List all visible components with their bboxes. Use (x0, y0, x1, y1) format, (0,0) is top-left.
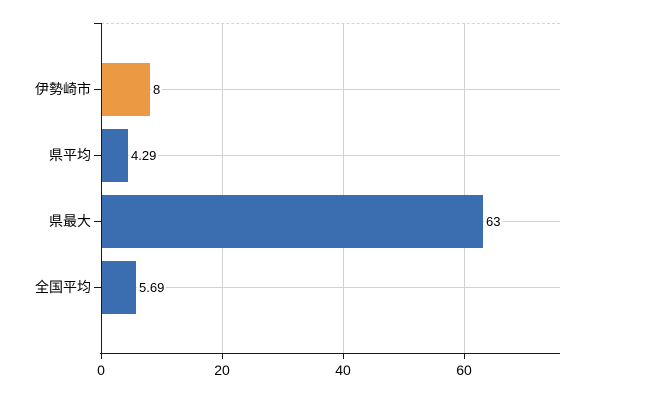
bar (102, 128, 128, 182)
bar-value-label: 8 (151, 82, 163, 97)
x-axis-tick-label: 40 (335, 362, 351, 378)
x-axis-line (100, 353, 560, 354)
category-label: 県最大 (49, 213, 91, 229)
category-label: 県平均 (49, 147, 91, 163)
bar (102, 260, 136, 314)
x-axis-tick (222, 353, 223, 359)
y-axis-tick (94, 287, 101, 288)
bar-value-label: 63 (484, 214, 503, 229)
bar-value-label: 5.69 (137, 280, 167, 295)
horizontal-gridline (101, 89, 560, 90)
bar (102, 62, 150, 116)
vertical-gridline (222, 23, 223, 353)
x-axis-tick (101, 353, 102, 359)
plot-top-border (101, 23, 560, 24)
category-label: 全国平均 (35, 279, 91, 295)
y-axis-line (101, 23, 102, 353)
vertical-gridline (464, 23, 465, 353)
x-axis-tick (343, 353, 344, 359)
x-axis-tick-label: 60 (456, 362, 472, 378)
x-axis-tick-label: 20 (214, 362, 230, 378)
y-axis-top-tick (94, 23, 101, 24)
x-axis-tick-label: 0 (97, 362, 105, 378)
horizontal-gridline (101, 155, 560, 156)
category-label: 伊勢崎市 (35, 81, 91, 97)
vertical-gridline (343, 23, 344, 353)
y-axis-tick (94, 221, 101, 222)
horizontal-gridline (101, 287, 560, 288)
x-axis-tick (464, 353, 465, 359)
bar-value-label: 4.29 (129, 148, 159, 163)
y-axis-tick (94, 155, 101, 156)
bar (102, 194, 483, 248)
y-axis-tick (94, 89, 101, 90)
